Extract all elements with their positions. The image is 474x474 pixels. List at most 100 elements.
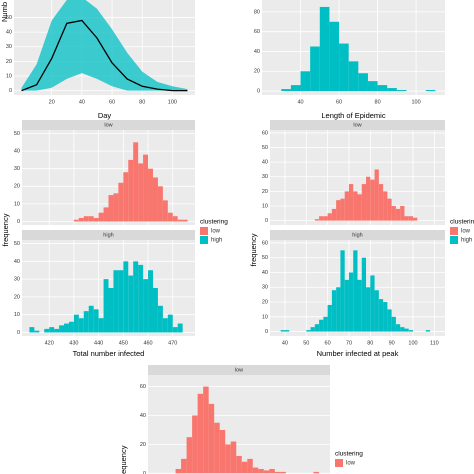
x-tick-label: 70: [346, 340, 352, 346]
legend-swatch: [200, 227, 208, 235]
histogram-bar: [327, 213, 332, 221]
histogram-bar: [133, 261, 139, 333]
y-tick-label: 10: [262, 203, 268, 209]
y-axis-label: frequency: [249, 233, 258, 266]
histogram-bar: [336, 287, 341, 332]
histogram-bar: [73, 314, 79, 333]
histogram-bar: [395, 324, 401, 332]
histogram-bar: [192, 415, 198, 474]
y-tick-label: 60: [140, 384, 146, 390]
histogram-bar: [314, 219, 320, 221]
histogram-bar: [300, 71, 311, 92]
x-axis-label: Total number infected: [73, 349, 145, 358]
x-tick-label: 90: [389, 340, 395, 346]
x-tick-label: 40: [297, 99, 303, 105]
histogram-bar: [357, 279, 362, 332]
histogram-bar: [148, 168, 153, 222]
histogram-bar: [73, 219, 79, 222]
legend-title: clustering: [200, 219, 228, 226]
histogram-bar: [314, 324, 320, 332]
histogram-bar: [128, 275, 134, 333]
y-tick-label: 0: [17, 330, 20, 336]
histogram-bar: [269, 468, 275, 474]
histogram-bar: [143, 279, 149, 333]
y-axis-label: frequency: [1, 213, 10, 246]
x-tick-label: 60: [109, 99, 115, 105]
y-tick-label: 50: [6, 15, 12, 21]
histogram-bar: [214, 422, 220, 474]
histogram-bar: [175, 468, 182, 474]
y-tick-label: 20: [262, 299, 268, 305]
x-tick-label: 20: [49, 99, 55, 105]
histogram-bar: [331, 208, 337, 221]
y-tick-label: 0: [257, 88, 260, 94]
x-tick-label: 80: [375, 99, 381, 105]
histogram-bar: [412, 217, 418, 221]
histogram-bar: [162, 318, 168, 333]
histogram-bar: [103, 279, 109, 333]
histogram-bar: [280, 330, 285, 332]
y-tick-label: 20: [14, 294, 20, 300]
y-tick-label: 50: [262, 255, 268, 261]
y-tick-label: 20: [14, 184, 20, 190]
histogram-bar: [247, 458, 253, 474]
facet-strip: [270, 120, 445, 130]
histogram-bar: [162, 200, 168, 222]
y-tick-label: 40: [14, 259, 20, 265]
histogram-bar: [336, 200, 341, 221]
x-tick-label: 110: [430, 340, 439, 346]
histogram-bar: [425, 90, 436, 92]
histogram-bar: [241, 461, 248, 474]
y-tick-label: 10: [14, 201, 20, 207]
histogram-bar: [93, 309, 99, 333]
histogram-bar: [374, 169, 379, 221]
facet-strip: [270, 230, 445, 240]
histogram-bar: [353, 191, 358, 221]
facet-label: low: [104, 122, 112, 128]
histogram-bar: [113, 270, 119, 333]
histogram-bar: [152, 288, 158, 333]
histogram-bar: [348, 61, 359, 92]
histogram-bar: [358, 73, 368, 92]
y-tick-label: 50: [14, 131, 20, 137]
histogram-bar: [98, 212, 104, 222]
legend-label: high: [211, 238, 222, 244]
histogram-bar: [383, 191, 388, 221]
x-tick-label: 100: [408, 340, 417, 346]
histogram-bar: [310, 327, 315, 332]
y-tick-label: 40: [6, 30, 12, 36]
x-tick-label: 40: [282, 340, 288, 346]
histogram-bar: [395, 208, 401, 221]
legend-label: high: [461, 238, 472, 244]
histogram-bar: [378, 184, 384, 221]
histogram-bar: [361, 257, 367, 332]
histogram-bar: [143, 154, 149, 222]
histogram-bar: [108, 195, 114, 222]
x-tick-label: 440: [94, 340, 103, 346]
histogram-bar: [281, 89, 291, 92]
facet-label: high: [352, 232, 362, 238]
histogram-bar: [313, 471, 319, 474]
histogram-bar: [177, 323, 183, 333]
histogram-bar: [400, 206, 405, 221]
y-tick-label: 0: [9, 88, 12, 94]
histogram-bar: [29, 327, 35, 333]
y-tick-label: 50: [14, 241, 20, 247]
histogram-bar: [396, 90, 407, 92]
histogram-bar: [374, 290, 379, 332]
histogram-bar: [78, 217, 84, 222]
histogram-bar: [208, 403, 215, 474]
histogram-bar: [348, 184, 354, 221]
histogram-bar: [172, 216, 178, 222]
histogram-bar: [113, 193, 119, 222]
histogram-bar: [78, 318, 84, 333]
x-tick-label: 450: [119, 340, 128, 346]
histogram-bar: [284, 330, 290, 332]
histogram-bar: [280, 471, 286, 474]
y-tick-label: 30: [262, 285, 268, 291]
histogram-bar: [310, 46, 320, 92]
y-tick-label: 20: [254, 69, 260, 75]
histogram-bar: [157, 305, 163, 333]
histogram-bar: [378, 299, 384, 332]
x-tick-label: 80: [139, 99, 145, 105]
